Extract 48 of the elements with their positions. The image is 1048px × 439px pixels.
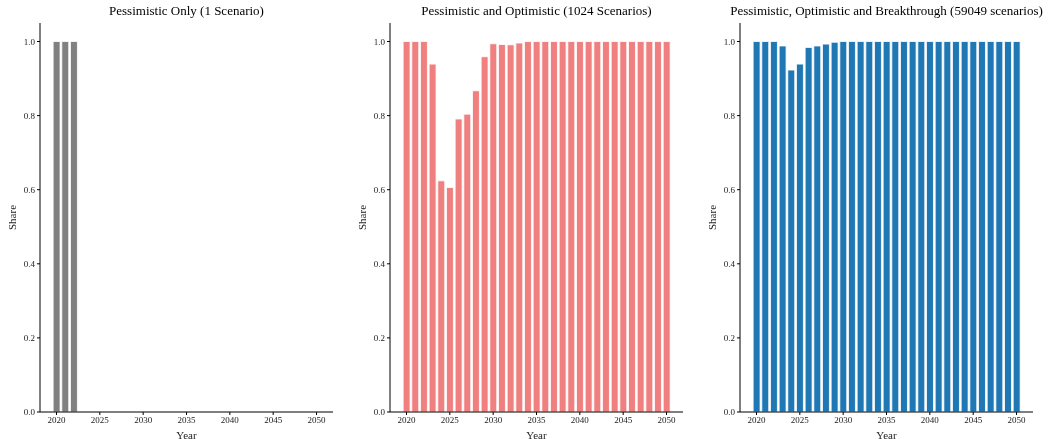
y-tick-label: 1.0 [23, 36, 36, 47]
x-tick-label: 2045 [264, 415, 283, 426]
y-tick-label: 0.2 [373, 333, 385, 344]
x-tick-label: 2025 [90, 415, 110, 426]
y-axis-title: Share [705, 204, 718, 231]
y-tick-label: 0.6 [723, 184, 736, 195]
y-tick-label: 0.6 [373, 184, 386, 195]
x-tick-label: 2040 [570, 415, 590, 426]
chart-title: Pessimistic Only (1 Scenario) [108, 3, 265, 19]
x-tick-label: 2045 [614, 415, 633, 426]
x-tick-label: 2050 [1007, 415, 1027, 426]
x-tick-label: 2030 [134, 415, 153, 426]
y-tick-label: 1.0 [373, 36, 386, 47]
x-tick-label: 2040 [220, 415, 240, 426]
x-axis-title: Year [526, 429, 547, 439]
x-axis-title: Year [876, 429, 897, 439]
y-tick-label: 0.8 [373, 110, 386, 121]
x-axis-title: Year [176, 429, 197, 439]
x-tick-label: 2040 [920, 415, 940, 426]
x-tick-label: 2020 [747, 415, 766, 426]
x-tick-label: 2030 [834, 415, 853, 426]
y-axis-title: Share [355, 204, 368, 231]
x-tick-label: 2020 [397, 415, 416, 426]
y-tick-label: 0.2 [23, 333, 35, 344]
y-tick-label: 0.4 [373, 259, 386, 269]
x-tick-label: 2050 [307, 415, 327, 426]
chart-title: Pessimistic and Optimistic (1024 Scenarios) [420, 3, 653, 19]
chart-title: Pessimistic, Optimistic and Breakthrough (59049 scenarios) [729, 3, 1044, 19]
y-axis-title: Share [5, 204, 18, 231]
y-tick-label: 0.8 [723, 110, 736, 121]
y-tick-label: 0.0 [373, 407, 386, 418]
x-tick-label: 2035 [527, 415, 546, 426]
x-tick-label: 2025 [790, 415, 810, 426]
y-tick-label: 0.0 [723, 407, 736, 418]
x-tick-label: 2035 [877, 415, 896, 426]
x-tick-label: 2025 [440, 415, 460, 426]
x-tick-label: 2030 [484, 415, 503, 426]
x-tick-label: 2050 [657, 415, 677, 426]
y-tick-label: 0.0 [23, 407, 36, 418]
y-tick-label: 0.4 [723, 259, 736, 269]
y-tick-label: 0.4 [23, 259, 36, 269]
x-tick-label: 2035 [177, 415, 196, 426]
y-tick-label: 1.0 [723, 36, 736, 47]
x-tick-label: 2045 [964, 415, 983, 426]
y-tick-label: 0.2 [723, 333, 735, 344]
y-tick-label: 0.8 [23, 110, 36, 121]
y-tick-label: 0.6 [23, 184, 36, 195]
x-tick-label: 2020 [47, 415, 66, 426]
